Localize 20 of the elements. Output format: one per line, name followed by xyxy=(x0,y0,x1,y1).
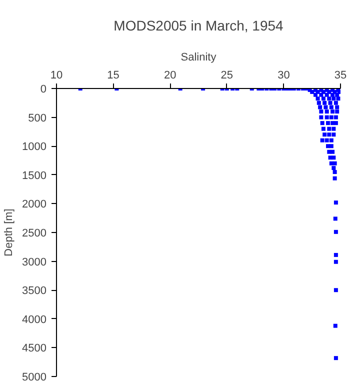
y-tick-label: 500 xyxy=(28,112,47,124)
y-tick-label: 5000 xyxy=(22,372,47,384)
x-tick-label: 10 xyxy=(50,70,63,82)
y-tick-label: 0 xyxy=(40,84,47,96)
y-tick-label: 3000 xyxy=(22,256,47,268)
y-tick-label: 1500 xyxy=(22,170,47,182)
x-tick-label: 30 xyxy=(278,70,290,82)
y-tick-label: 2000 xyxy=(22,198,47,211)
y-tick-label: 4000 xyxy=(22,314,47,326)
x-tick-label: 35 xyxy=(334,70,347,82)
x-tick-label: 20 xyxy=(164,70,176,82)
y-tick-label: 4500 xyxy=(22,342,47,355)
x-tick-label: 25 xyxy=(220,70,234,82)
y-tick-label: 2500 xyxy=(22,228,47,240)
chart-title: MODS2005 in March, 1954 xyxy=(114,18,284,34)
x-axis-title: Salinity xyxy=(180,52,217,64)
y-tick-label: 1000 xyxy=(22,141,47,154)
x-tick-label: 15 xyxy=(107,70,120,82)
y-tick-label: 3500 xyxy=(22,285,47,298)
y-axis-title: Depth [m] xyxy=(3,208,16,256)
